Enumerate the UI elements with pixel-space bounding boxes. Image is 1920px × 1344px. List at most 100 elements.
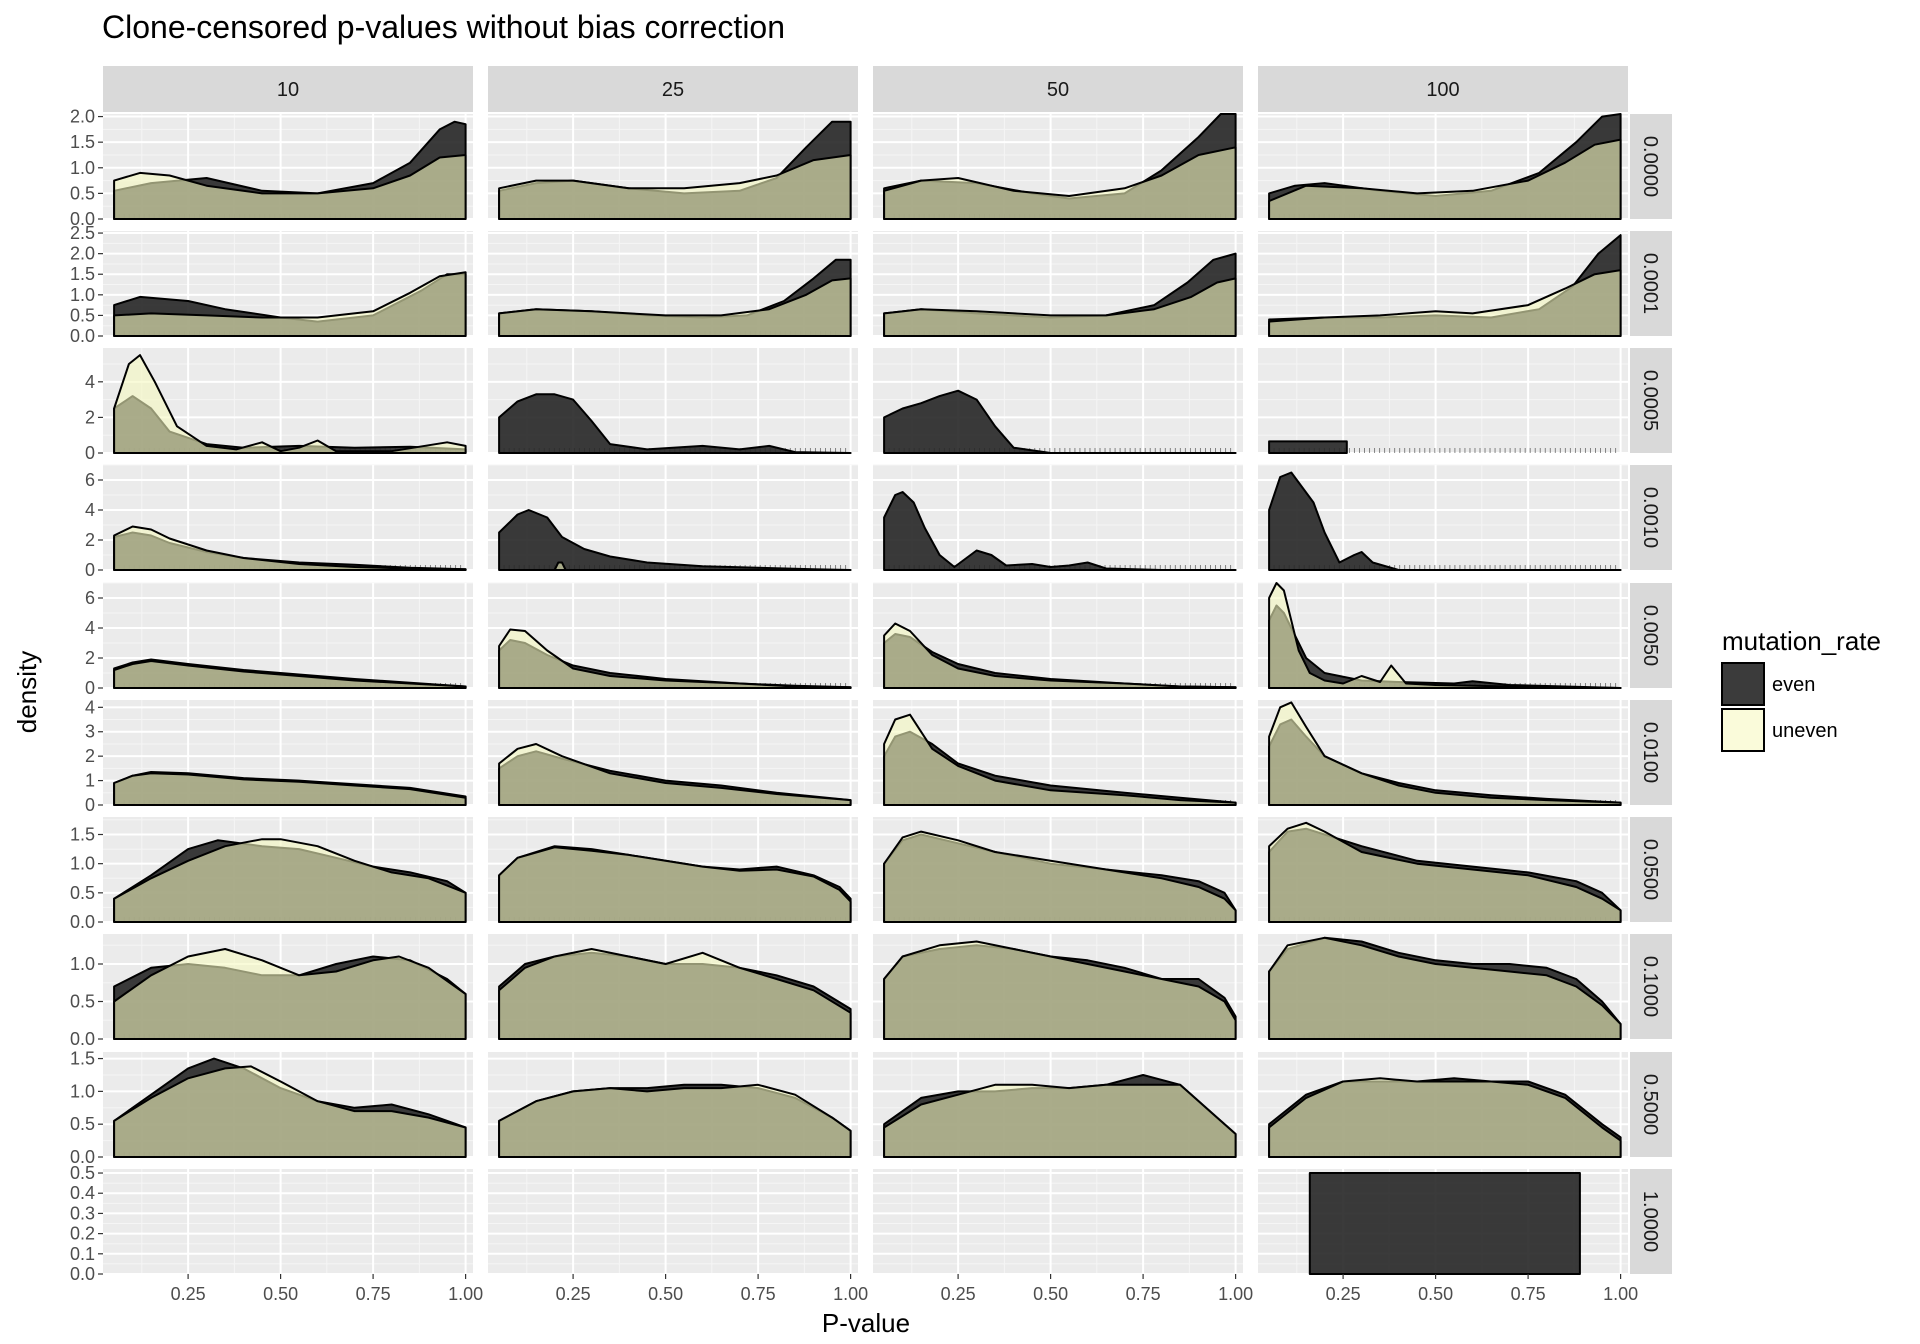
density-area-uneven: [498, 277, 852, 337]
row-strip-label: 0.0000: [1639, 136, 1661, 197]
density-area-uneven: [883, 622, 1237, 689]
y-tick-label: 0: [85, 678, 95, 698]
row-strip-label: 0.0005: [1639, 370, 1661, 431]
y-tick-label: 2: [85, 530, 95, 550]
panel-100-0.5000: [1258, 1052, 1628, 1158]
panel-50-0.0500: [873, 817, 1243, 923]
density-area-uneven: [1268, 1077, 1622, 1158]
density-area-uneven: [113, 154, 467, 220]
x-tick-label: 0.75: [356, 1284, 391, 1304]
density-area-uneven: [553, 561, 567, 571]
density-area-uneven: [113, 1065, 467, 1158]
y-tick-label: 4: [85, 618, 95, 638]
legend-title: mutation_rate: [1722, 626, 1881, 656]
y-tick-label: 1.0: [70, 158, 95, 178]
density-area-uneven: [883, 146, 1237, 220]
legend-key-even: [1721, 662, 1765, 706]
panel-100-1.0000: [1258, 1169, 1628, 1275]
density-area-even: [1268, 440, 1348, 454]
y-tick-label: 0.0: [70, 326, 95, 346]
y-tick-label: 1: [85, 771, 95, 791]
row-strip-0.0001: [1630, 231, 1672, 336]
panel-25-0.0500: [488, 817, 858, 923]
y-tick-label: 2.0: [70, 107, 95, 127]
y-tick-label: 4: [85, 500, 95, 520]
column-strip-label: 50: [1047, 79, 1069, 101]
column-strip-label: 25: [662, 79, 684, 101]
y-tick-label: 2: [85, 746, 95, 766]
density-area-even: [883, 491, 1237, 571]
x-tick-label: 1.00: [448, 1284, 483, 1304]
x-tick-label: 1.00: [1218, 1284, 1253, 1304]
x-tick-label: 0.50: [648, 1284, 683, 1304]
panel-50-0.0001: [873, 231, 1243, 337]
row-strip-0.5000: [1630, 1052, 1672, 1157]
y-tick-label: 4: [85, 372, 95, 392]
row-strip-0.0100: [1630, 700, 1672, 805]
y-tick-label: 2: [85, 648, 95, 668]
density-area-uneven: [113, 271, 467, 337]
y-tick-label: 0.0: [70, 912, 95, 932]
panel-10-0.5000: [103, 1052, 473, 1158]
panel-100-0.0010: [1258, 464, 1628, 571]
x-tick-label: 0.75: [1126, 1284, 1161, 1304]
y-tick-label: 1.5: [70, 132, 95, 152]
panel-10-0.0050: [103, 582, 473, 689]
y-tick-label: 0.0: [70, 1147, 95, 1167]
density-area-uneven: [1268, 582, 1622, 689]
y-tick-label: 0: [85, 795, 95, 815]
row-strip-label: 0.0500: [1639, 839, 1661, 900]
y-tick-label: 1.5: [70, 264, 95, 284]
y-tick-label: 6: [85, 588, 95, 608]
row-strip-0.0005: [1630, 348, 1672, 453]
panel-100-0.0050: [1258, 582, 1628, 689]
row-strip-0.0010: [1630, 465, 1672, 570]
row-strip-1.0000: [1630, 1169, 1672, 1274]
density-area-uneven: [1268, 701, 1622, 806]
density-area-even: [498, 509, 852, 571]
panel-50-0.0100: [873, 700, 1243, 806]
x-tick-label: 1.00: [833, 1284, 868, 1304]
x-axis-title: P-value: [822, 1308, 910, 1338]
density-area-uneven: [883, 277, 1237, 337]
panel-25-0.0000: [488, 114, 858, 220]
density-area-uneven: [1268, 269, 1622, 337]
row-strip-0.0050: [1630, 583, 1672, 688]
row-strip-label: 1.0000: [1639, 1191, 1661, 1252]
panel-10-0.0001: [103, 231, 473, 337]
y-tick-label: 0.5: [70, 305, 95, 325]
x-tick-label: 0.25: [171, 1284, 206, 1304]
legend-label-uneven: uneven: [1772, 720, 1838, 742]
panel-10-0.1000: [103, 934, 473, 1040]
density-area-uneven: [1268, 138, 1622, 220]
x-tick-label: 0.50: [1033, 1284, 1068, 1304]
panel-50-0.0000: [873, 113, 1243, 220]
y-tick-label: 0.0: [70, 1029, 95, 1049]
y-tick-label: 0.5: [70, 183, 95, 203]
legend: mutation_rate even uneven: [1721, 626, 1881, 752]
y-tick-label: 2: [85, 407, 95, 427]
row-strip-0.0000: [1630, 114, 1672, 219]
panel-100-0.0000: [1258, 113, 1628, 220]
x-tick-label: 1.00: [1603, 1284, 1638, 1304]
facet-panels: [103, 113, 1628, 1275]
density-area-uneven: [1268, 936, 1622, 1040]
x-tick-label: 0.75: [1511, 1284, 1546, 1304]
density-area-even: [498, 393, 852, 454]
density-area-uneven: [113, 660, 467, 689]
panel-background: [103, 1169, 473, 1274]
panel-background: [873, 1169, 1243, 1274]
y-tick-label: 1.0: [70, 285, 95, 305]
panel-10-0.0100: [103, 700, 473, 806]
y-tick-label: 3: [85, 722, 95, 742]
panel-100-0.0001: [1258, 231, 1628, 337]
column-strip-50: [873, 66, 1243, 112]
density-area-uneven: [883, 1083, 1237, 1158]
panel-25-0.1000: [488, 934, 858, 1040]
y-tick-label: 2.0: [70, 244, 95, 264]
density-area-uneven: [883, 713, 1237, 806]
legend-key-uneven: [1721, 708, 1765, 752]
density-area-even: [883, 389, 1237, 454]
row-strip-0.0500: [1630, 817, 1672, 922]
y-tick-label: 0.0: [70, 209, 95, 229]
